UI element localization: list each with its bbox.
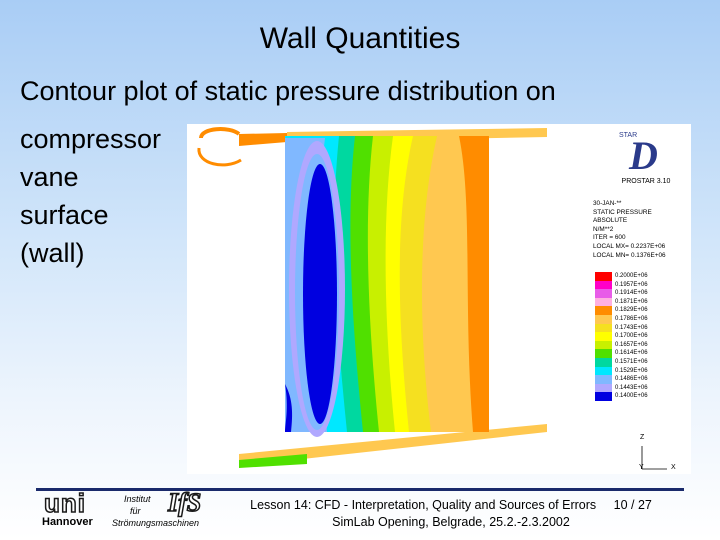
legend-swatch [595, 280, 612, 290]
legend-swatch [595, 366, 612, 376]
logo-fuer: für [130, 506, 141, 516]
legend-swatch [595, 297, 612, 307]
legend-swatch [595, 375, 612, 384]
legend-swatch [595, 272, 612, 281]
info-line: N/M**2 [593, 225, 614, 233]
footer-event: SimLab Opening, Belgrade, 25.2.-2.3.2002 [332, 515, 570, 529]
logo-uni: uni [43, 487, 86, 519]
legend-swatch [595, 392, 612, 401]
legend-label: 0.1443E+06 [615, 384, 648, 391]
logo-letter: D [629, 133, 658, 178]
legend-swatch [595, 323, 612, 333]
info-line: 30-JAN-** [593, 200, 622, 207]
legend-swatch [595, 383, 612, 393]
legend-label: 0.1571E+06 [615, 358, 648, 365]
legend-swatch [595, 340, 612, 350]
footer-lesson: Lesson 14: CFD - Interpretation, Quality… [250, 498, 597, 512]
axis-y-label: Y [639, 464, 644, 471]
side-line: surface [20, 200, 109, 230]
info-line: STATIC PRESSURE [593, 208, 652, 216]
footer-text: Lesson 14: CFD - Interpretation, Quality… [216, 497, 686, 531]
footer-divider [36, 488, 684, 491]
logo-ifs: IfS [167, 487, 202, 518]
contour-band [285, 384, 293, 432]
top-endwall-strip [239, 133, 287, 146]
logo-city: Hannover [42, 516, 93, 528]
legend-label: 0.1529E+06 [615, 367, 648, 374]
legend-label: 0.1786E+06 [615, 315, 648, 322]
contour-band [459, 136, 489, 432]
legend-swatch [595, 306, 612, 315]
info-line: LOCAL MN= 0.1376E+06 [593, 251, 666, 259]
side-line: vane [20, 162, 79, 192]
star-cd-logo [197, 127, 242, 167]
legend-label: 0.1829E+06 [615, 307, 648, 314]
side-text: compressor vane surface (wall) [20, 120, 161, 272]
legend-swatch [595, 314, 612, 324]
contour-plot-panel: STAR D PROSTAR 3.10 30-JAN-** STATIC PRE… [187, 124, 691, 474]
legend-label: 0.1400E+06 [615, 393, 648, 400]
side-line: compressor [20, 124, 162, 154]
logo-star-text: STAR [619, 132, 638, 139]
legend-swatch [595, 289, 612, 298]
bottom-endwall-strip [239, 424, 547, 466]
logo-dept: Strömungsmaschinen [112, 518, 200, 528]
logo-institut: Institut [124, 494, 151, 504]
side-line: (wall) [20, 238, 85, 268]
contour-plot [239, 128, 667, 470]
info-line: ABSOLUTE [593, 217, 628, 225]
legend-swatch [595, 332, 612, 341]
footer-logo: uni Hannover Institut für IfS Strömungsm… [38, 487, 218, 534]
slide-subtitle: Contour plot of static pressure distribu… [20, 76, 556, 106]
slide-title: Wall Quantities [259, 22, 461, 55]
axis-x-label: X [671, 464, 676, 471]
legend-label: 0.1957E+06 [615, 281, 648, 288]
axis-z-label: Z [640, 434, 645, 441]
contour-band [419, 136, 461, 432]
info-line: ITER = 600 [593, 234, 626, 242]
legend-label: 0.1486E+06 [615, 376, 648, 383]
legend-label: 0.1614E+06 [615, 350, 648, 357]
page-number: 10 / 27 [613, 498, 652, 512]
bottom-endwall-strip-2 [239, 454, 307, 468]
legend-label: 0.1871E+06 [615, 298, 648, 305]
info-line: LOCAL MX= 0.2237E+06 [593, 242, 666, 250]
legend-swatch [595, 357, 612, 367]
low-pressure-core [303, 164, 337, 424]
legend-label: 0.2000E+06 [615, 273, 648, 279]
legend-label: 0.1700E+06 [615, 333, 648, 340]
legend-label: 0.1657E+06 [615, 341, 648, 348]
product-label: PROSTAR 3.10 [621, 178, 671, 185]
plot-info: 30-JAN-** STATIC PRESSURE ABSOLUTE N/M**… [593, 200, 666, 260]
legend-swatch [595, 349, 612, 358]
legend-label: 0.1914E+06 [615, 290, 648, 297]
legend-label: 0.1743E+06 [615, 324, 648, 331]
